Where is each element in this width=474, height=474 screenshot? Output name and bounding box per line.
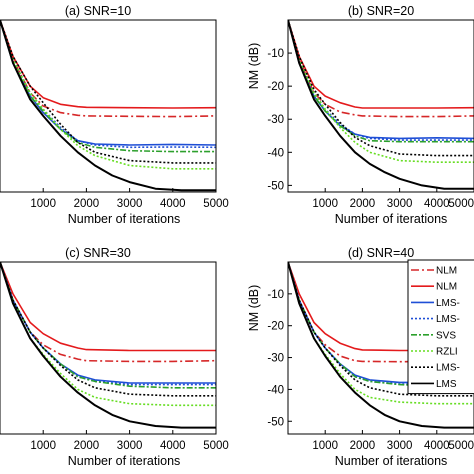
series-line-3 [0, 20, 216, 146]
series-group [288, 20, 474, 190]
x-tick-label: 5000 [203, 440, 229, 452]
x-axis-label: Number of iterations [335, 212, 448, 226]
series-line-7 [0, 262, 216, 397]
chart-panel-1: 1000 2000 3000 4000 5000 (a) SNR=10 Number of … [0, 4, 229, 226]
series-group [0, 262, 216, 429]
series-line-7 [0, 20, 216, 164]
legend-label: LMS- [436, 363, 460, 374]
y-tick-label: -20 [267, 321, 284, 333]
y-tick-label: -30 [267, 353, 284, 365]
series-line-1 [288, 20, 474, 118]
series-line-5 [288, 20, 474, 143]
series-line-3 [288, 20, 474, 140]
x-tick-label: 3000 [387, 440, 413, 452]
series-line-8 [0, 262, 216, 429]
legend: NLM NLM LMS- LMS- SVS RZLI LMS- LMS [407, 259, 474, 395]
series-line-4 [0, 20, 216, 149]
series-line-4 [288, 20, 474, 141]
series-line-1 [288, 262, 474, 363]
x-tick-label: 3000 [117, 440, 143, 452]
y-tick-label: -10 [267, 48, 284, 60]
series-line-6 [0, 262, 216, 407]
series-line-2 [288, 20, 474, 109]
legend-label: RZLI [436, 347, 458, 358]
series-line-2 [0, 20, 216, 109]
chart-title: (a) SNR=10 [65, 4, 131, 18]
chart-panel-3: 1000 2000 3000 4000 5000 (c) SNR=30 Number of … [0, 246, 229, 468]
legend-label: SVS [436, 330, 456, 341]
y-tick-label: -40 [267, 147, 284, 159]
y-axis-label: NM (dB) [247, 285, 261, 332]
x-tick-label: 5000 [448, 198, 474, 210]
y-tick-label: -30 [267, 114, 284, 126]
y-tick-label: -40 [267, 384, 284, 396]
chart-title: (b) SNR=20 [348, 4, 414, 18]
series-line-5 [0, 262, 216, 389]
series-line-2 [0, 262, 216, 352]
y-tick-label: -50 [267, 416, 284, 428]
legend-label: NLM [436, 282, 457, 293]
x-tick-label: 1000 [30, 440, 56, 452]
series-line-6 [288, 20, 474, 163]
legend-label: LMS [436, 379, 457, 390]
y-axis-label: NM (dB) [247, 43, 261, 90]
legend-box [407, 259, 474, 395]
x-tick-label: 5000 [448, 440, 474, 452]
series-line-7 [288, 20, 474, 157]
x-tick-label: 5000 [203, 198, 229, 210]
series-line-6 [0, 20, 216, 170]
x-tick-label: 2000 [74, 440, 100, 452]
plot-frame [0, 19, 217, 193]
x-tick-label: 1000 [30, 198, 56, 210]
y-tick-label: -50 [267, 180, 284, 192]
x-tick-label: 2000 [350, 198, 376, 210]
legend-label: LMS- [436, 314, 460, 325]
series-line-8 [0, 20, 216, 192]
x-tick-label: 4000 [424, 198, 450, 210]
series-line-1 [0, 262, 216, 363]
x-axis-label: Number of iterations [68, 454, 181, 468]
x-tick-label: 4000 [160, 440, 186, 452]
plot-frame [287, 19, 474, 193]
x-tick-label: 2000 [350, 440, 376, 452]
y-tick-label: -10 [267, 289, 284, 301]
x-tick-label: 1000 [312, 440, 338, 452]
series-line-4 [0, 262, 216, 386]
series-line-7 [288, 262, 474, 397]
legend-label: LMS- [436, 298, 460, 309]
series-line-8 [288, 20, 474, 190]
x-axis-label: Number of iterations [68, 212, 181, 226]
x-tick-label: 3000 [117, 198, 143, 210]
x-axis-label: Number of iterations [335, 454, 448, 468]
x-tick-label: 2000 [74, 198, 100, 210]
series-group [0, 20, 216, 192]
series-line-3 [0, 262, 216, 384]
plot-frame [0, 261, 217, 435]
x-tick-label: 1000 [312, 198, 338, 210]
legend-label: NLM [436, 266, 457, 277]
series-line-8 [288, 262, 474, 429]
plot-frame [287, 261, 474, 435]
chart-title: (c) SNR=30 [65, 246, 131, 260]
y-tick-label: -20 [267, 81, 284, 93]
series-line-5 [0, 20, 216, 153]
x-tick-label: 4000 [424, 440, 450, 452]
x-tick-label: 3000 [387, 198, 413, 210]
chart-title: (d) SNR=40 [348, 246, 414, 260]
x-tick-label: 4000 [160, 198, 186, 210]
